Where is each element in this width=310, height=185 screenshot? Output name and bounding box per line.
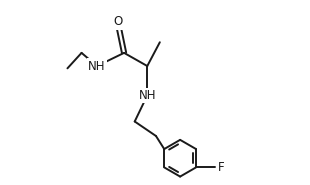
Text: NH: NH (139, 89, 156, 102)
Text: NH: NH (88, 60, 106, 73)
Text: F: F (218, 161, 224, 174)
Text: O: O (114, 16, 123, 28)
